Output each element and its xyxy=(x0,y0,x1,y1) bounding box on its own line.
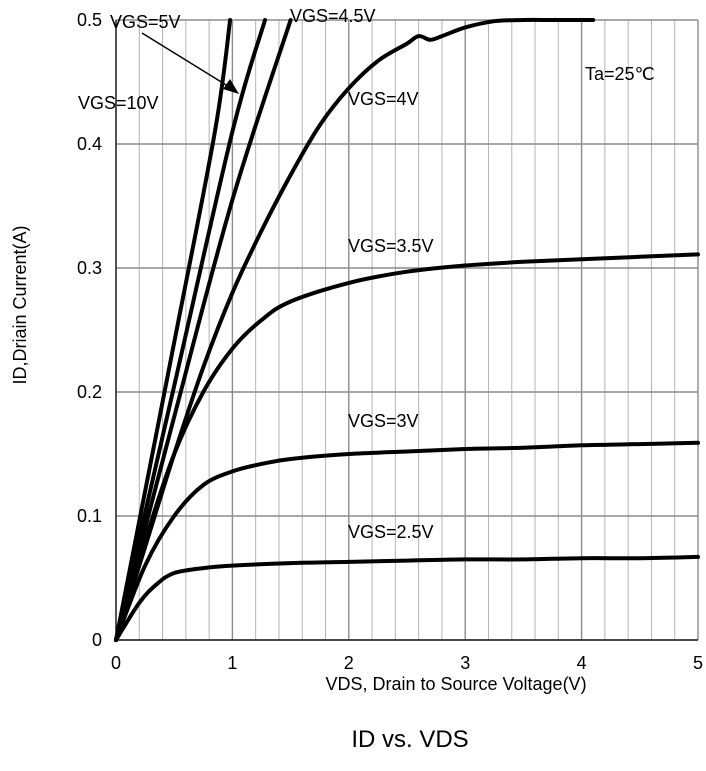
series-line-vgs-3v xyxy=(114,440,700,642)
temperature-annotation: Ta=25℃ xyxy=(585,64,655,84)
series-label-vgs-5v: VGS=5V xyxy=(110,12,181,32)
y-tick-label: 0.1 xyxy=(77,506,102,526)
series-line-vgs-5v xyxy=(114,18,267,642)
series-line-vgs-10v xyxy=(114,18,233,642)
x-axis-title: VDS, Drain to Source Voltage(V) xyxy=(325,674,586,694)
y-axis-title: ID,Driain Current(A) xyxy=(10,225,30,384)
curves xyxy=(114,17,700,642)
ticks: 0 1 2 3 4 5 0 0.1 0.2 0.3 0.4 0.5 xyxy=(77,10,703,673)
series-label-vgs-4v: VGS=4V xyxy=(348,89,419,109)
series-line-vgs-4-5v xyxy=(114,18,293,642)
series-line-vgs-4v xyxy=(114,17,596,642)
series-label-vgs-2-5v: VGS=2.5V xyxy=(348,522,434,542)
series-line-vgs-2-5v xyxy=(114,554,700,642)
y-tick-label: 0.3 xyxy=(77,258,102,278)
x-tick-label: 5 xyxy=(693,653,703,673)
x-tick-label: 3 xyxy=(460,653,470,673)
y-tick-label: 0.5 xyxy=(77,10,102,30)
x-tick-label: 4 xyxy=(577,653,587,673)
series-label-vgs-3v: VGS=3V xyxy=(348,411,419,431)
y-tick-label: 0.4 xyxy=(77,134,102,154)
x-tick-label: 0 xyxy=(111,653,121,673)
grid xyxy=(115,19,699,641)
series-line-vgs-3-5v xyxy=(114,252,700,642)
series-label-vgs-4-5v: VGS=4.5V xyxy=(290,6,376,26)
y-tick-label: 0 xyxy=(92,630,102,650)
y-tick-label: 0.2 xyxy=(77,382,102,402)
vgs-10v-pointer-arrow xyxy=(141,32,239,94)
chart-title: ID vs. VDS xyxy=(351,726,468,753)
x-tick-label: 2 xyxy=(344,653,354,673)
x-tick-label: 1 xyxy=(227,653,237,673)
series-label-vgs-10v: VGS=10V xyxy=(78,93,159,113)
series-label-vgs-3-5v: VGS=3.5V xyxy=(348,236,434,256)
